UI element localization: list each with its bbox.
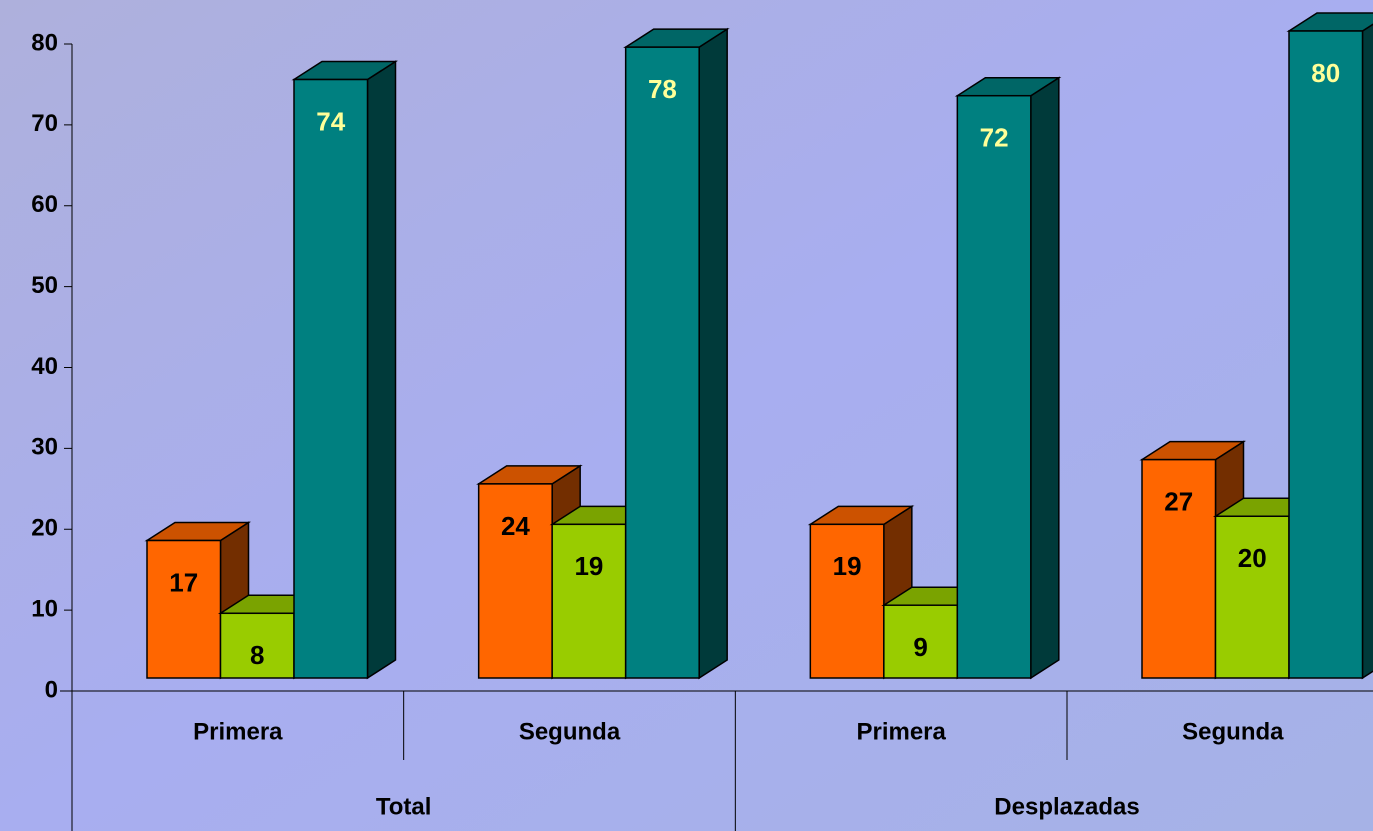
bar bbox=[956, 94, 1032, 679]
y-tick-label: 80 bbox=[31, 29, 58, 56]
y-tick-label: 70 bbox=[31, 110, 58, 137]
data-label: 78 bbox=[648, 74, 677, 104]
data-label: 9 bbox=[913, 632, 927, 662]
group-label: Total bbox=[376, 793, 432, 820]
bar-side bbox=[1361, 23, 1373, 680]
data-label: 74 bbox=[316, 106, 345, 136]
y-tick-label: 60 bbox=[31, 191, 58, 218]
data-label: 72 bbox=[980, 123, 1009, 153]
x-tick-label: Primera bbox=[193, 718, 283, 745]
bar bbox=[624, 46, 700, 679]
bar-side bbox=[1030, 76, 1060, 680]
bar bbox=[146, 539, 222, 679]
bar bbox=[1214, 515, 1290, 679]
bar bbox=[551, 523, 627, 679]
data-label: 27 bbox=[1164, 487, 1193, 517]
data-label: 80 bbox=[1311, 58, 1340, 88]
bar-side bbox=[698, 27, 728, 680]
bar bbox=[809, 523, 885, 679]
group-label: Desplazadas bbox=[994, 793, 1139, 820]
data-label: 24 bbox=[501, 511, 530, 541]
data-label: 8 bbox=[250, 640, 264, 670]
y-tick-label: 0 bbox=[45, 676, 58, 703]
bar bbox=[1141, 458, 1217, 679]
bar bbox=[293, 78, 369, 679]
bar bbox=[1288, 30, 1364, 679]
y-tick-label: 40 bbox=[31, 353, 58, 380]
data-label: 20 bbox=[1238, 543, 1267, 573]
bar bbox=[219, 612, 295, 679]
bar-side bbox=[366, 60, 397, 680]
bar bbox=[477, 483, 553, 679]
data-label: 17 bbox=[169, 567, 198, 597]
x-tick-label: Segunda bbox=[1182, 718, 1284, 745]
y-tick-label: 20 bbox=[31, 515, 58, 542]
y-tick-label: 10 bbox=[31, 595, 58, 622]
bar bbox=[883, 604, 959, 679]
data-label: 19 bbox=[574, 551, 603, 581]
y-tick-label: 30 bbox=[31, 434, 58, 461]
x-tick-label: Segunda bbox=[519, 718, 621, 745]
y-tick-label: 50 bbox=[31, 272, 58, 299]
data-label: 19 bbox=[833, 551, 862, 581]
x-tick-label: Primera bbox=[856, 718, 946, 745]
